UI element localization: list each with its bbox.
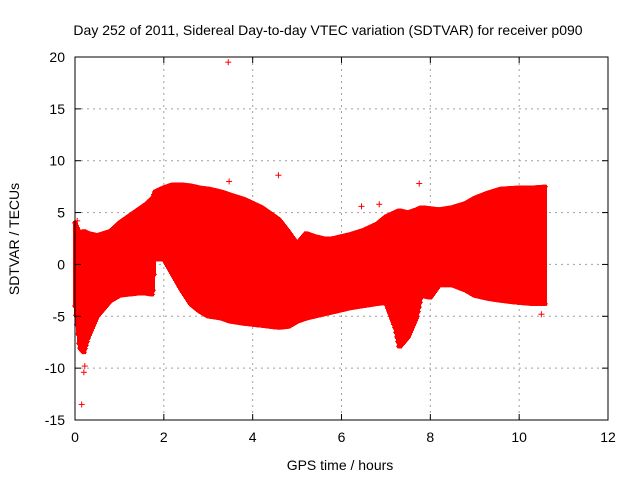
x-tick-label: 2 [160, 429, 168, 445]
x-tick-label: 4 [249, 429, 257, 445]
y-tick-label: -15 [45, 412, 65, 428]
x-tick-label: 12 [600, 429, 616, 445]
outlier-point [429, 207, 436, 214]
outlier-point [80, 369, 87, 376]
y-tick-label: 10 [49, 153, 65, 169]
outlier-point [226, 178, 233, 185]
y-tick-label: -10 [45, 360, 65, 376]
x-tick-label: 10 [511, 429, 527, 445]
data-band [72, 182, 548, 355]
y-tick-label: 0 [57, 256, 65, 272]
outlier-point [538, 311, 545, 318]
axes: 0 2 4 6 8 10 12 -15 -10 -5 0 5 10 15 20 [45, 49, 616, 445]
chart-title: Day 252 of 2011, Sidereal Day-to-day VTE… [73, 22, 582, 38]
outlier-point [81, 363, 88, 370]
y-tick-label: -5 [53, 308, 66, 324]
outlier-point [225, 59, 232, 66]
outlier-point [78, 401, 85, 408]
outlier-point [358, 203, 365, 210]
x-tick-label: 6 [338, 429, 346, 445]
y-tick-label: 20 [49, 49, 65, 65]
y-tick-label: 15 [49, 101, 65, 117]
y-tick-label: 5 [57, 205, 65, 221]
outlier-point [376, 201, 383, 208]
outlier-point [275, 172, 282, 179]
x-tick-label: 8 [426, 429, 434, 445]
x-tick-label: 0 [71, 429, 79, 445]
x-axis-label: GPS time / hours [287, 457, 394, 473]
y-axis-label: SDTVAR / TECUs [6, 183, 22, 295]
outlier-point [416, 180, 423, 187]
